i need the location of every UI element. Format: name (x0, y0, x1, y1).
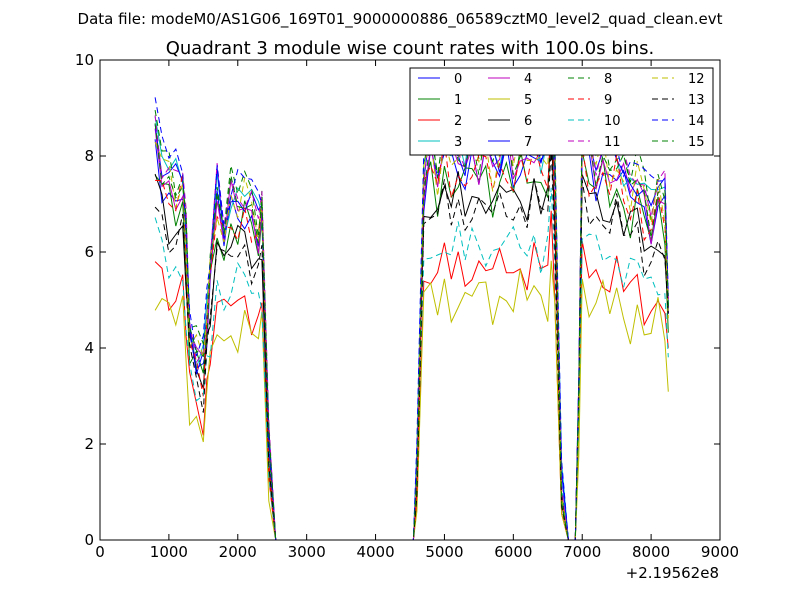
chart-title: Quadrant 3 module wise count rates with … (166, 38, 655, 59)
y-tick-label: 4 (84, 339, 94, 357)
y-tick-label: 2 (84, 435, 94, 453)
x-tick-label: 3000 (288, 543, 326, 561)
x-tick-label: 0 (95, 543, 105, 561)
legend-label-4: 4 (524, 72, 532, 87)
y-tick-label: 6 (84, 243, 94, 261)
y-tick-label: 10 (75, 51, 94, 69)
legend-label-6: 6 (524, 114, 532, 129)
series-line-9 (155, 114, 669, 540)
y-tick-label: 0 (84, 531, 94, 549)
legend-label-14: 14 (688, 114, 705, 129)
legend-label-8: 8 (604, 72, 612, 87)
legend-label-11: 11 (604, 135, 621, 150)
x-tick-label: 1000 (150, 543, 188, 561)
x-tick-label: 6000 (494, 543, 532, 561)
x-tick-label: 8000 (632, 543, 670, 561)
series-line-13 (154, 147, 669, 540)
legend-label-7: 7 (524, 135, 532, 150)
y-tick-label: 8 (84, 147, 94, 165)
plot-frame (99, 59, 721, 541)
x-tick-label: 4000 (356, 543, 394, 561)
legend-label-5: 5 (524, 93, 532, 108)
legend-label-9: 9 (604, 93, 612, 108)
legend-label-3: 3 (454, 135, 462, 150)
series-line-15 (154, 105, 669, 540)
x-tick-label: 7000 (563, 543, 601, 561)
series-line-6 (154, 126, 669, 540)
legend-label-0: 0 (454, 72, 462, 87)
x-tick-label: 9000 (701, 543, 739, 561)
legend-label-10: 10 (604, 114, 621, 129)
x-tick-label: 5000 (425, 543, 463, 561)
legend-label-2: 2 (454, 114, 462, 129)
legend-label-13: 13 (688, 93, 705, 108)
x-tick-label: 2000 (219, 543, 257, 561)
legend-label-15: 15 (688, 135, 705, 150)
legend-label-1: 1 (454, 93, 462, 108)
x-offset-label: +2.19562e8 (626, 564, 719, 582)
series-line-10 (154, 187, 669, 540)
data-file-label: Data file: modeM0/AS1G06_169T01_90000008… (78, 10, 723, 29)
axis-ticks: 0 1000 2000 3000 4000 5000 6000 7000 8000 9000 0 2 4… (75, 51, 739, 561)
legend-label-12: 12 (688, 72, 705, 87)
